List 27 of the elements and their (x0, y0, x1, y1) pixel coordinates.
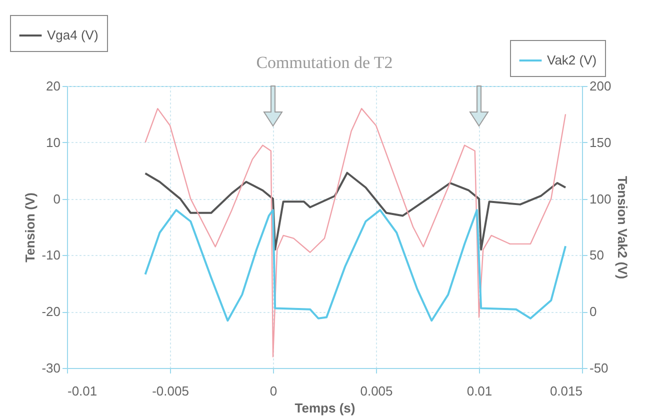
line-series (144, 108, 566, 358)
y-tick-label: -20 (42, 304, 60, 320)
line-series (144, 209, 567, 322)
y2-tick-label: 50 (590, 248, 604, 263)
y-tick-label: -30 (42, 360, 60, 376)
y2-tick-label: -50 (590, 360, 608, 376)
x-tick-label: -0.01 (68, 384, 98, 398)
y2-tick-label: 150 (590, 134, 612, 150)
x-axis-title: Temps (s) (294, 400, 356, 416)
y-tick-label: 10 (46, 134, 60, 150)
y-tick-label: 0 (53, 191, 60, 206)
x-tick-label: -0.005 (152, 384, 189, 398)
x-tick-label: 0 (270, 384, 278, 398)
y-tick-label: 20 (46, 78, 60, 94)
y-tick-label: -10 (42, 248, 60, 263)
y2-axis-title: Tension Vak2 (V) (615, 176, 630, 280)
y2-tick-label: 0 (590, 304, 597, 320)
x-tick-label: 0.015 (550, 384, 582, 398)
y-axis-title: Tension (V) (22, 192, 38, 262)
chart-title: Commutation de T2 (256, 53, 393, 72)
legend-label: Vak2 (V) (547, 52, 597, 68)
legend-label: Vga4 (V) (47, 28, 98, 42)
line-series (144, 172, 567, 251)
x-tick-label: 0.005 (360, 384, 393, 398)
y2-tick-label: 100 (590, 191, 612, 206)
y2-tick-label: 200 (590, 78, 612, 94)
x-tick-label: 0.01 (466, 384, 492, 398)
